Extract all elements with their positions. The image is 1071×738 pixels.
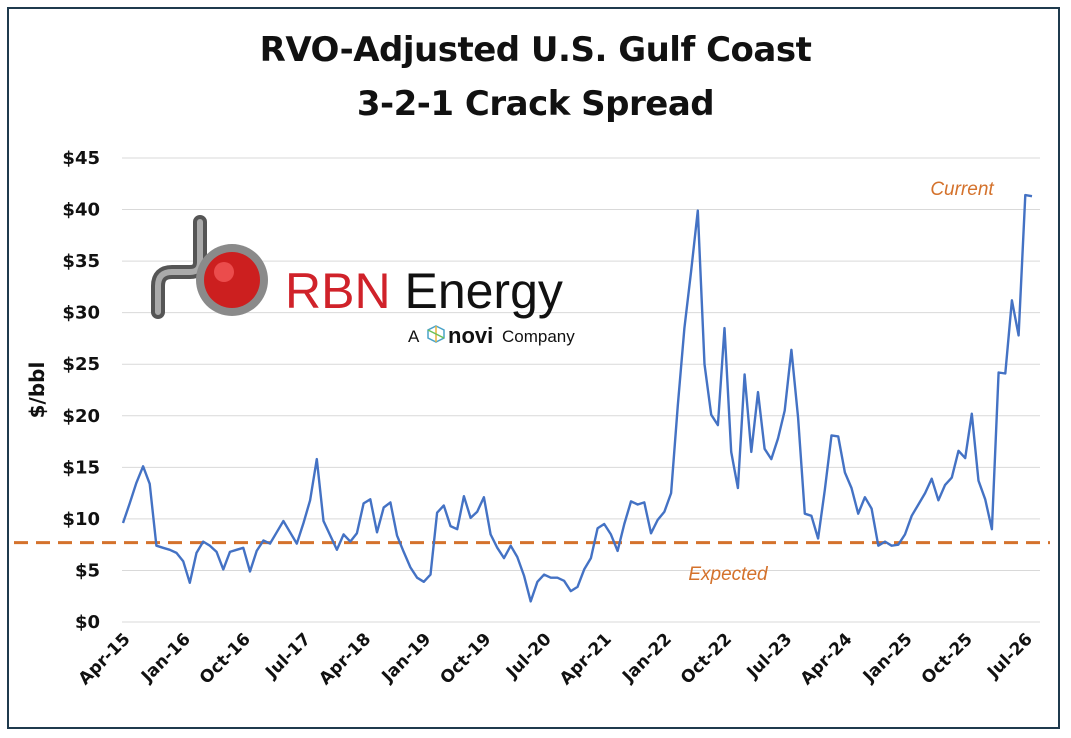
rbn-pipe-icon bbox=[151, 215, 268, 319]
annotation-current: Current bbox=[930, 179, 994, 200]
y-tick-label: $5 bbox=[75, 560, 100, 581]
y-tick-label: $15 bbox=[62, 457, 100, 478]
y-tick-label: $35 bbox=[62, 251, 100, 272]
x-tick-label: Apr-15 bbox=[75, 629, 135, 689]
y-tick-label: $40 bbox=[62, 200, 100, 221]
y-tick-label: $10 bbox=[62, 509, 100, 530]
x-tick-label: Jan-16 bbox=[137, 629, 195, 687]
y-tick-label: $30 bbox=[62, 303, 100, 324]
logo-sub-brand: novi bbox=[448, 323, 493, 348]
x-tick-label: Jan-25 bbox=[859, 629, 917, 687]
chart-title: RVO-Adjusted U.S. Gulf Coast bbox=[259, 30, 812, 70]
logo-brand: RBN Energy bbox=[285, 263, 563, 319]
gridlines bbox=[122, 157, 1040, 623]
y-tick-label: $25 bbox=[62, 354, 100, 375]
x-tick-label: Oct-22 bbox=[677, 629, 736, 688]
y-tick-label: $20 bbox=[62, 406, 100, 427]
x-tick-label: Jul-17 bbox=[261, 629, 315, 683]
x-tick-label: Oct-16 bbox=[196, 629, 255, 688]
x-tick-label: Jul-23 bbox=[743, 629, 797, 683]
logo-sub-suffix: Company bbox=[502, 327, 575, 346]
x-axis-ticks: Apr-15 Jan-16 Oct-16 Jul-17 Apr-18 Jan-19 Oct-… bbox=[75, 629, 1037, 689]
y-axis-label: $/bbl bbox=[25, 362, 49, 419]
y-axis-ticks: $0 $5 $10 $15 $20 $25 $30 $35 $40 $45 bbox=[62, 148, 100, 633]
logo-brand-dark: Energy bbox=[391, 263, 563, 319]
chart-frame bbox=[7, 7, 1060, 729]
x-tick-label: Jan-22 bbox=[618, 629, 676, 687]
x-tick-label: Apr-21 bbox=[556, 629, 616, 689]
x-tick-label: Jul-20 bbox=[502, 629, 556, 683]
novi-icon bbox=[427, 325, 445, 343]
x-tick-label: Apr-24 bbox=[797, 629, 857, 689]
x-tick-label: Jul-26 bbox=[983, 629, 1037, 683]
chart-subtitle: 3-2-1 Crack Spread bbox=[356, 84, 715, 124]
y-tick-label: $0 bbox=[75, 612, 100, 633]
series-line bbox=[121, 193, 1033, 603]
logo-sub-prefix: A bbox=[408, 327, 420, 346]
x-tick-label: Oct-25 bbox=[918, 629, 977, 688]
rbn-energy-logo: RBN Energy A novi Company bbox=[151, 215, 575, 348]
y-tick-label: $45 bbox=[62, 148, 100, 169]
x-tick-label: Oct-19 bbox=[436, 629, 495, 688]
logo-brand-red: RBN bbox=[285, 263, 391, 319]
annotation-expected: Expected bbox=[688, 564, 769, 585]
x-tick-label: Jan-19 bbox=[378, 629, 436, 687]
x-tick-label: Apr-18 bbox=[315, 629, 375, 689]
